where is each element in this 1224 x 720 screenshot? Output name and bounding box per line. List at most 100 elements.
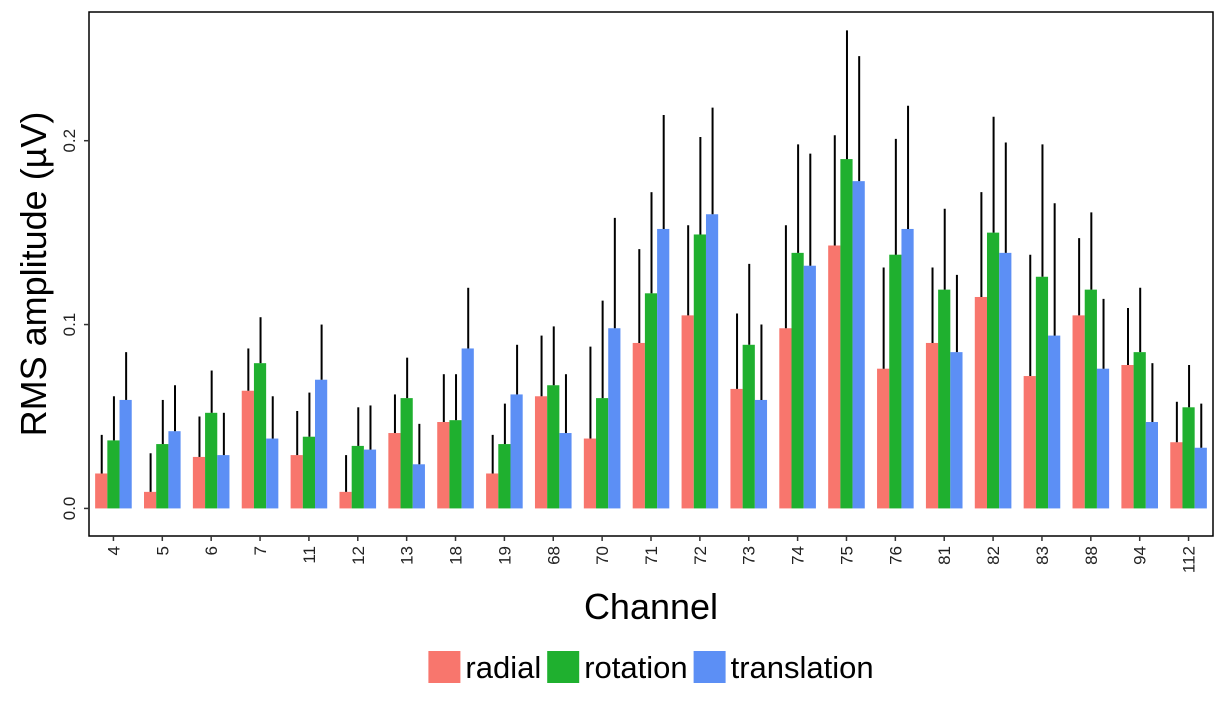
bar-rotation-ch112 [1182,407,1195,509]
bar-radial-ch18 [437,422,450,509]
x-tick-label-112: 112 [1180,546,1199,573]
y-tick-label: 0.2 [60,129,79,153]
bar-rotation-ch5 [156,444,169,509]
bar-radial-ch94 [1121,365,1134,509]
x-tick-label-73: 73 [740,546,759,565]
bar-rotation-ch73 [742,344,755,509]
bar-radial-ch70 [583,438,597,509]
legend-swatch-translation [693,651,726,683]
bar-radial-ch74 [779,328,792,509]
x-tick-label-88: 88 [1082,546,1101,565]
bar-translation-ch83 [1048,335,1061,509]
bar-translation-ch4 [119,399,132,509]
y-tick-label: 0.0 [60,497,79,521]
bar-translation-ch76 [901,228,914,509]
bar-translation-ch73 [754,399,768,509]
bar-radial-ch6 [192,456,206,509]
x-tick-label-75: 75 [837,546,856,565]
bar-radial-ch81 [925,342,939,509]
bar-translation-ch94 [1145,422,1158,509]
x-axis: 4 5 6 7 11 12 13 18 19 68 70 71 72 73 74 75 76 81 82 83 88 94… [104,536,1199,573]
bar-rotation-ch81 [938,289,951,509]
x-tick-label-71: 71 [642,546,661,565]
bar-radial-ch19 [486,473,499,509]
legend-swatch-rotation [547,651,580,683]
bar-rotation-ch72 [693,234,706,509]
bar-radial-ch4 [95,473,108,509]
bar-translation-ch18 [461,348,474,509]
bar-rotation-ch70 [596,398,609,509]
bar-rotation-ch76 [889,254,902,509]
bar-radial-ch88 [1072,315,1085,509]
x-tick-label-83: 83 [1033,546,1052,565]
bar-rotation-ch6 [205,412,218,509]
bar-radial-ch13 [388,433,401,509]
bar-translation-ch72 [705,214,719,509]
x-tick-label-70: 70 [593,546,612,565]
x-tick-label-4: 4 [104,546,123,555]
bar-radial-ch75 [828,245,841,509]
x-axis-title: Channel [584,586,718,627]
bar-translation-ch13 [412,464,425,509]
bar-rotation-ch71 [644,293,658,509]
x-tick-label-18: 18 [447,546,466,565]
bar-rotation-ch68 [547,385,560,509]
bar-translation-ch19 [510,394,523,509]
bar-radial-ch7 [241,390,254,509]
x-tick-label-19: 19 [495,546,514,565]
legend: radial rotation translation [428,650,874,685]
bar-radial-ch5 [144,491,157,509]
x-tick-label-81: 81 [935,546,954,565]
legend-label-radial: radial [465,650,541,685]
x-tick-label-11: 11 [300,546,319,564]
bar-radial-ch83 [1023,376,1036,509]
x-tick-label-72: 72 [691,546,710,565]
x-tick-label-13: 13 [398,546,417,565]
bar-radial-ch68 [534,396,548,509]
bar-translation-ch74 [803,265,816,509]
y-tick-label: 0.1 [60,313,79,337]
y-axis-title: RMS amplitude (µV) [13,112,54,437]
x-tick-label-6: 6 [202,546,221,555]
bar-translation-ch5 [168,431,181,509]
bar-translation-ch12 [363,449,377,509]
bar-translation-ch70 [608,328,621,509]
legend-swatch-radial [428,651,461,683]
bar-rotation-ch19 [498,444,511,509]
bar-translation-ch88 [1096,368,1110,509]
x-tick-label-68: 68 [544,546,563,565]
bar-radial-ch112 [1170,442,1183,509]
bar-rotation-ch11 [302,436,316,509]
bar-translation-ch11 [315,379,328,509]
bar-translation-ch81 [950,352,963,509]
bar-translation-ch68 [559,433,572,509]
bar-radial-ch71 [632,342,645,509]
bar-translation-ch71 [657,228,670,509]
x-tick-label-82: 82 [984,546,1003,565]
legend-label-rotation: rotation [584,650,687,685]
bar-radial-ch82 [974,296,987,509]
bar-rotation-ch94 [1133,352,1146,509]
bar-rotation-ch74 [791,252,804,509]
bar-radial-ch11 [290,455,303,509]
x-tick-label-74: 74 [789,546,808,565]
bars-layer [95,159,1207,509]
bar-translation-ch7 [266,438,279,509]
y-axis: 0.0 0.1 0.2 [60,129,89,520]
bar-rotation-ch4 [107,440,120,509]
bar-radial-ch12 [339,491,352,509]
x-tick-label-7: 7 [251,546,270,555]
legend-label-translation: translation [731,650,874,685]
bar-radial-ch72 [681,315,694,509]
bar-rotation-ch83 [1035,276,1049,509]
bar-rotation-ch75 [840,159,853,509]
x-tick-label-12: 12 [349,546,368,565]
bar-rotation-ch7 [253,363,267,509]
bar-rotation-ch12 [351,445,364,509]
bar-translation-ch82 [999,252,1012,509]
bar-translation-ch75 [852,181,865,509]
error-bars-layer [100,30,1203,492]
x-tick-label-94: 94 [1131,546,1150,565]
bar-rotation-ch13 [400,398,413,509]
